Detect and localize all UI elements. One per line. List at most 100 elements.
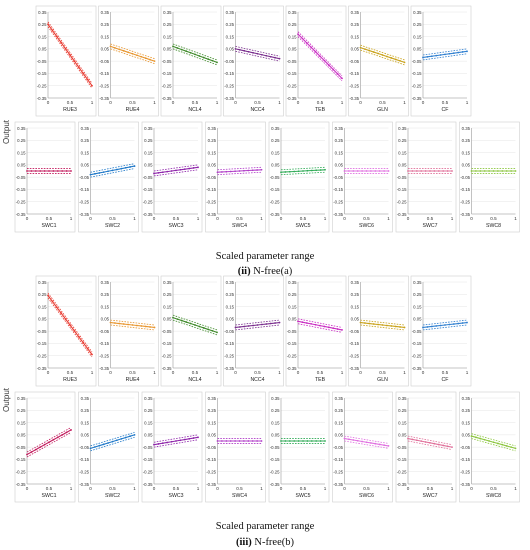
data-point [475,170,477,172]
data-point [501,170,504,172]
data-point [356,170,359,172]
y-tick-label: -0.05 [412,59,422,64]
x-tick-label: 0.5 [442,370,449,375]
data-point [284,440,287,442]
data-point [243,440,245,442]
subplot-ncl4: 0.35 0.25 0.15 0.05 -0.05 -0.15 -0.25 -0.350 0.5… [160,275,222,387]
data-point [98,172,101,174]
series-name-label: TEB [315,107,326,113]
data-point [514,170,517,172]
y-tick-label: 0.35 [398,396,407,401]
y-tick-label: -0.25 [99,84,109,89]
series-name-label: NCC4 [250,107,264,113]
data-point [314,50,317,53]
x-tick-label: 0 [153,486,156,491]
data-point [319,440,322,442]
y-tick-label: 0.05 [288,317,297,322]
data-point [60,41,63,44]
data-point [166,441,169,444]
data-point [166,170,169,173]
x-tick-label: 1 [197,486,200,491]
y-tick-label: -0.35 [143,482,153,487]
data-point [194,324,196,326]
y-tick-label: -0.15 [460,187,470,192]
y-tick-label: 0.15 [335,150,344,155]
data-point [116,168,118,171]
lower-bound-line [172,48,218,66]
data-point [144,325,147,328]
subplot-swc7: 0.35 0.25 0.15 0.05 -0.05 -0.15 -0.25 -0.350 0.5… [395,391,457,503]
subplot-swc2: 0.35 0.25 0.15 0.05 -0.05 -0.15 -0.25 -0.350 0.5… [78,121,139,233]
data-point [140,325,143,327]
y-tick-label: 0.15 [144,420,153,425]
y-tick-label: 0.25 [288,292,297,297]
y-tick-label: 0.25 [101,22,110,27]
x-tick-label: 0.5 [109,216,116,221]
y-tick-label: 0.35 [335,126,344,131]
x-tick-label: 1 [133,216,136,221]
subplot-ncc4: 0.35 0.25 0.15 0.05 -0.05 -0.15 -0.25 -0.350 0.5… [223,5,284,117]
y-tick-label: 0.05 [38,317,47,322]
x-tick-label: 0.5 [427,216,434,221]
y-tick-label: 0.05 [226,47,235,52]
data-point [82,72,85,75]
data-point [197,436,199,439]
data-point [48,441,50,444]
data-point [153,172,155,175]
data-point [91,353,93,356]
data-point [297,440,300,442]
lower-bound-line [235,50,280,62]
x-tick-label: 1 [466,370,469,375]
data-point [70,429,72,431]
y-tick-label: 0.15 [38,304,47,309]
y-tick-label: 0.35 [38,280,47,285]
data-point [269,322,272,325]
data-point [374,442,377,445]
data-point [64,318,67,321]
lower-bound-line [90,168,135,178]
data-point [420,170,423,172]
y-tick-label: 0.05 [101,317,110,322]
series-name-label: SWC4 [232,223,247,229]
y-tick-label: 0.05 [208,433,217,438]
x-tick-label: 0 [234,370,237,375]
data-point [310,440,313,442]
data-point [310,169,313,172]
lower-bound-line [110,48,155,64]
y-tick-label: 0.15 [101,304,110,309]
x-tick-label: 1 [278,100,281,105]
data-point [89,447,92,450]
y-tick-label: 0.35 [101,10,110,15]
x-tick-label: 1 [466,100,469,105]
data-point [225,170,228,173]
data-point [452,323,455,325]
y-tick-label: 0.05 [462,163,471,168]
data-point [343,170,346,172]
data-point [144,57,147,60]
y-tick-label: 0.15 [288,34,297,39]
data-point [448,52,451,55]
lower-bound-line [422,324,468,331]
data-point [102,171,105,174]
data-point [136,324,138,327]
y-tick-label: -0.25 [270,470,280,475]
x-tick-label: 0.5 [192,100,199,105]
data-point [341,77,343,80]
x-tick-label: 1 [451,486,454,491]
lower-bound-line [110,324,155,331]
y-tick-label: -0.35 [99,366,109,371]
y-tick-label: -0.25 [397,470,407,475]
series-name-label: RUE3 [63,107,77,113]
subplot-swc3: 0.35 0.25 0.15 0.05 -0.05 -0.15 -0.25 -0.350 0.5… [141,121,203,233]
y-tick-label: 0.25 [208,408,217,413]
y-tick-label: 0.25 [38,22,47,27]
data-point [234,440,237,442]
data-point [116,439,118,442]
data-point [437,443,440,446]
y-tick-label: -0.15 [412,71,422,76]
data-point [510,446,512,449]
data-point [439,324,442,327]
subplot-gln: 0.35 0.25 0.15 0.05 -0.05 -0.15 -0.25 -0.350 0.5… [348,5,409,117]
data-point [288,170,291,173]
y-tick-label: 0.25 [101,292,110,297]
